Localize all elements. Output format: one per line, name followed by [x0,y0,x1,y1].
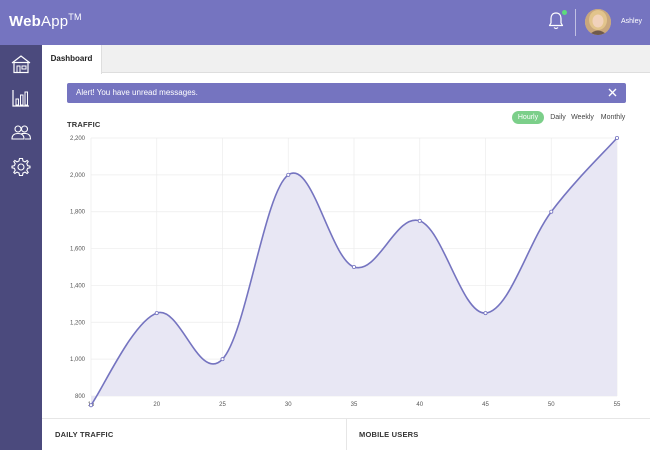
x-tick-label: 25 [219,402,226,408]
gear-icon[interactable] [10,156,32,178]
y-tick-label: 1,400 [70,283,86,289]
traffic-title: TRAFFIC [67,120,101,129]
y-tick-label: 1,000 [70,357,86,363]
avatar-picture [585,9,611,35]
x-tick-label: 55 [614,402,621,408]
logo-tm: TM [68,12,82,22]
x-tick-label: 20 [153,402,160,408]
sidebar [0,45,42,450]
x-tick-label: 45 [482,402,489,408]
home-icon[interactable] [10,53,32,75]
data-point [549,209,554,214]
notification-dot [562,10,567,15]
users-icon[interactable] [10,121,32,143]
bar-chart-icon[interactable] [10,87,32,109]
data-point [351,264,356,269]
panel-divider [346,418,347,450]
x-tick-label: 40 [416,402,423,408]
data-point [220,357,225,362]
y-tick-label: 1,600 [70,247,86,253]
header-divider [575,9,576,36]
close-icon[interactable] [608,88,617,97]
logo-rest: App [41,13,69,30]
data-point [154,311,159,316]
data-point [483,311,488,316]
range-monthly-button[interactable]: Monthly [600,114,626,121]
y-tick-label: 800 [75,394,86,400]
x-tick-label: 30 [285,402,292,408]
tab-dashboard[interactable]: Dashboard [42,45,102,74]
alert-banner: Alert! You have unread messages. [67,83,626,103]
top-bar: WebAppTM Ashley [0,0,650,45]
daily-traffic-title: DAILY TRAFFIC [55,430,114,439]
data-point [615,135,620,140]
traffic-chart: 8001,0001,2001,4001,6001,8002,0002,20015… [70,135,621,408]
y-tick-label: 1,200 [70,320,86,326]
data-point [417,218,422,223]
x-tick-label: 35 [351,402,358,408]
data-point [286,172,291,177]
bell-icon[interactable] [547,11,565,31]
alert-text: Alert! You have unread messages. [76,88,198,97]
tab-bar: Dashboard [42,45,650,74]
x-tick-label: 50 [548,402,555,408]
range-weekly-button[interactable]: Weekly [571,114,594,121]
y-tick-label: 2,000 [70,173,86,179]
y-tick-label: 2,200 [70,136,86,142]
y-tick-label: 1,800 [70,210,86,216]
range-hourly-button[interactable]: Hourly [512,111,544,124]
mobile-users-title: MOBILE USERS [359,430,419,439]
range-daily-button[interactable]: Daily [550,114,566,121]
data-point [89,403,94,408]
series-area [91,138,617,406]
logo-bold: Web [9,13,41,30]
series-line [90,137,618,406]
app-logo[interactable]: WebAppTM [9,12,82,30]
user-name[interactable]: Ashley [621,18,643,25]
avatar[interactable] [585,9,611,35]
